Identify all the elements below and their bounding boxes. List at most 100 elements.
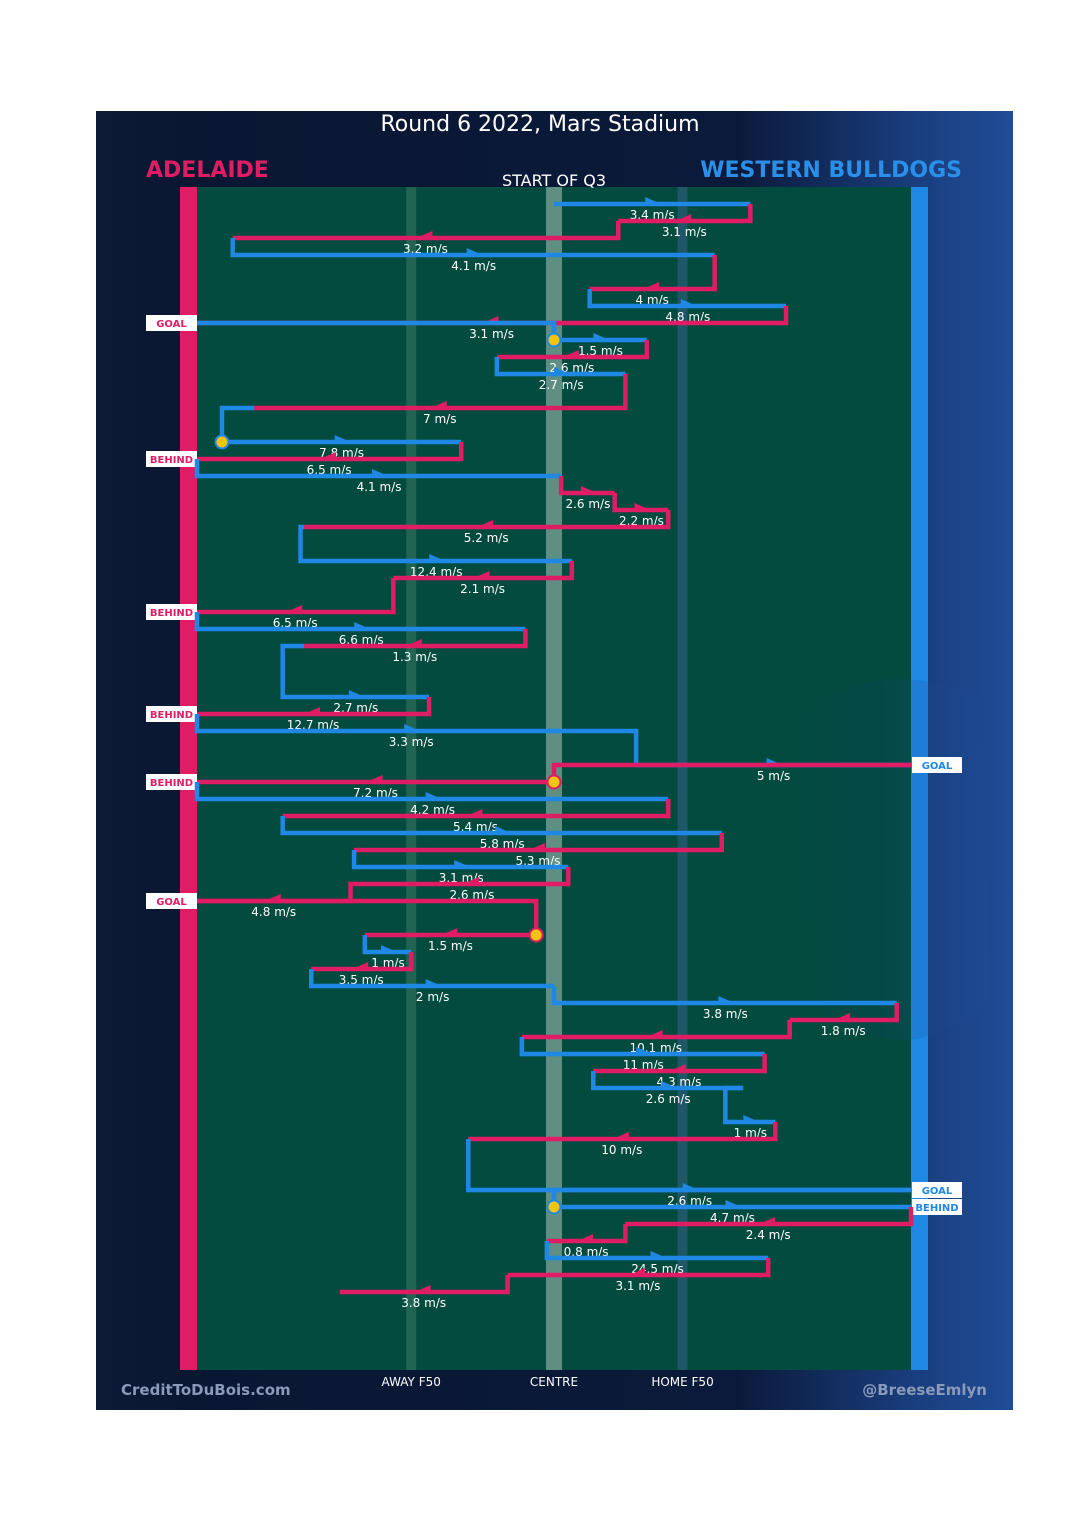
outcome-label: BEHIND (150, 455, 193, 466)
chain-35: 1.5 m/s (197, 898, 544, 953)
axis-tick-label: AWAY F50 (382, 1375, 441, 1389)
chain-line (589, 255, 717, 292)
chain-4: 4.1 m/s (230, 238, 715, 273)
direction-arrow (404, 724, 421, 732)
reference-line-away-f50 (406, 187, 417, 1370)
chain-49: 2.4 m/s (625, 1207, 914, 1242)
away-team-label: WESTERN BULLDOGS (700, 158, 962, 183)
credit-left: CreditToDuBois.com (121, 1381, 291, 1399)
chain-line (194, 782, 669, 802)
chain-40: 1.8 m/s (789, 1003, 899, 1038)
stoppage-marker (546, 1199, 562, 1215)
chain-6: 4.8 m/s (587, 289, 787, 324)
chain-42: 11 m/s (519, 1037, 765, 1072)
chain-line (304, 629, 528, 649)
direction-arrow (354, 622, 371, 630)
chain-line (351, 850, 569, 870)
speed-label: 2.2 m/s (619, 514, 664, 528)
chain-18: 12.4 m/s (298, 524, 572, 579)
speed-label: 3.1 m/s (662, 225, 707, 239)
home-team-label: ADELAIDE (146, 158, 269, 183)
speed-label: 2.1 m/s (460, 582, 505, 596)
direction-arrow (462, 877, 479, 885)
chain-line (521, 1020, 792, 1040)
chain-53: 3.8 m/s (339, 1275, 510, 1310)
chain-38: 2 m/s (308, 969, 554, 1004)
speed-label: 2.6 m/s (449, 888, 494, 902)
speed-label: 2.7 m/s (539, 378, 584, 392)
chain-line (354, 833, 725, 853)
bulldogs-crest-watermark (790, 679, 990, 1040)
outcome-badge (146, 315, 197, 331)
chain-48: 4.7 m/s BEHIND (546, 1187, 962, 1225)
direction-arrow (429, 554, 446, 562)
speed-label: 5 m/s (757, 769, 790, 783)
chart-title: Round 6 2022, Mars Stadium (380, 112, 700, 137)
speed-label: 4 m/s (635, 293, 668, 307)
direction-arrow (466, 248, 483, 256)
chain-36: 1 m/s (362, 935, 412, 970)
chain-line (519, 1037, 765, 1057)
direction-arrow (834, 1013, 851, 1021)
stoppage-marker (528, 927, 544, 943)
direction-arrow (612, 1132, 629, 1140)
chain-16: 2.2 m/s (612, 493, 669, 528)
chain-line (468, 1122, 778, 1142)
chain-line (587, 289, 787, 309)
direction-arrow (425, 979, 442, 987)
speed-label: 3.1 m/s (615, 1279, 660, 1293)
chain-line (197, 442, 464, 462)
direction-arrow (628, 1268, 645, 1276)
speed-label: 10 m/s (601, 1143, 642, 1157)
direction-arrow (661, 1081, 678, 1089)
direction-arrow (495, 826, 512, 834)
speed-label: 4.8 m/s (665, 310, 710, 324)
credit-right: @BreeseEmlyn (862, 1381, 987, 1399)
direction-arrow (680, 299, 697, 307)
direction-arrow (405, 639, 422, 647)
outcome-label: GOAL (922, 1186, 953, 1197)
chain-27: 7.2 m/s BEHIND (146, 762, 911, 800)
chain-line (494, 357, 626, 377)
speed-label: 1.5 m/s (578, 344, 623, 358)
outcome-label: BEHIND (915, 1203, 958, 1214)
direction-arrow (593, 333, 610, 341)
speed-label: 2.6 m/s (646, 1092, 691, 1106)
direction-arrow (675, 214, 692, 222)
chain-line (197, 578, 396, 615)
chain-19: 2.1 m/s (393, 561, 575, 596)
chain-line (194, 459, 562, 479)
speed-label: 6.5 m/s (273, 616, 318, 630)
chain-25: 3.3 m/s (194, 714, 626, 749)
chain-line (339, 1275, 510, 1295)
chain-line (230, 238, 715, 258)
quarter-label: START OF Q3 (502, 171, 606, 190)
chain-line (789, 1003, 899, 1023)
speed-label: 4.1 m/s (357, 480, 402, 494)
direction-arrow (352, 962, 369, 970)
speed-label: 4.1 m/s (451, 259, 496, 273)
speed-label: 12.4 m/s (410, 565, 463, 579)
direction-arrow (577, 1234, 594, 1242)
direction-arrow (414, 1285, 431, 1293)
direction-arrow (646, 1030, 663, 1038)
speed-label: 1.8 m/s (821, 1024, 866, 1038)
chain-22: 1.3 m/s (304, 629, 528, 664)
direction-arrow (725, 1200, 742, 1208)
chain-15: 2.6 m/s (558, 476, 615, 511)
chain-13: 6.5 m/s BEHIND (146, 442, 464, 477)
direction-arrow (320, 452, 337, 460)
chain-52: 3.1 m/s (507, 1258, 771, 1293)
chain-21: 6.6 m/s (194, 612, 526, 647)
direction-arrow (718, 996, 735, 1004)
chain-line (625, 1207, 914, 1227)
chain-5: 4 m/s (589, 255, 717, 307)
chain-14: 4.1 m/s (194, 459, 562, 494)
outcome-label: GOAL (156, 897, 187, 908)
chain-line (280, 816, 722, 836)
speed-label: 3.1 m/s (469, 327, 514, 341)
axis-tick-label: CENTRE (530, 1375, 578, 1389)
speed-label: 3.2 m/s (403, 242, 448, 256)
outcome-label: BEHIND (150, 710, 193, 721)
direction-arrow (466, 809, 483, 817)
